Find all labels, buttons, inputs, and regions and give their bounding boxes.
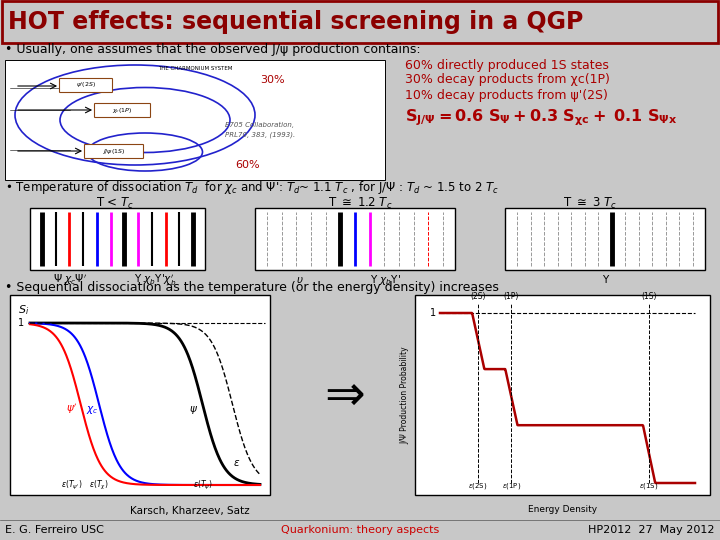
Text: (1S): (1S) — [642, 292, 657, 301]
Bar — [505, 208, 705, 270]
Text: $\upsilon$: $\upsilon$ — [296, 275, 304, 285]
Text: Y $\chi_b$Y': Y $\chi_b$Y' — [369, 273, 400, 287]
Text: T $\cong$ 1.2 $T_c$: T $\cong$ 1.2 $T_c$ — [328, 195, 392, 211]
Bar — [10, 295, 270, 495]
Text: $\Rightarrow$: $\Rightarrow$ — [315, 371, 365, 419]
Text: $\varepsilon(T_{\chi})$: $\varepsilon(T_{\chi})$ — [89, 479, 109, 492]
Text: E. G. Ferreiro USC: E. G. Ferreiro USC — [5, 525, 104, 535]
Text: (1P): (1P) — [504, 292, 519, 301]
Bar — [415, 295, 710, 495]
Text: $\varepsilon$(2S): $\varepsilon$(2S) — [469, 481, 488, 491]
Text: $\mathbf{S_{J/\Psi}= 0.6\ S_\Psi+0.3\ S_{\chi c}+\ 0.1\ S_{\Psi x}}$: $\mathbf{S_{J/\Psi}= 0.6\ S_\Psi+0.3\ S_… — [405, 107, 678, 129]
Bar — [2, 1, 718, 43]
Text: HOT effects: sequential screening in a QGP: HOT effects: sequential screening in a Q… — [8, 10, 583, 34]
Text: Energy Density: Energy Density — [528, 504, 597, 514]
Text: THE CHARMONIUM SYSTEM: THE CHARMONIUM SYSTEM — [158, 65, 232, 71]
FancyBboxPatch shape — [60, 78, 112, 92]
Text: 30% decay products from χc(1P): 30% decay products from χc(1P) — [405, 73, 610, 86]
Text: $\varepsilon(T_{\psi})$: $\varepsilon(T_{\psi})$ — [192, 479, 212, 492]
Text: 60% directly produced 1S states: 60% directly produced 1S states — [405, 58, 609, 71]
Text: 60%: 60% — [235, 160, 260, 170]
Text: T $\cong$ 3 $T_c$: T $\cong$ 3 $T_c$ — [563, 195, 617, 211]
Text: HP2012  27  May 2012: HP2012 27 May 2012 — [588, 525, 715, 535]
Text: $J/\psi(1S)$: $J/\psi(1S)$ — [102, 147, 126, 156]
Text: Y: Y — [602, 275, 608, 285]
Text: $\varepsilon$: $\varepsilon$ — [233, 457, 240, 468]
Text: Quarkonium: theory aspects: Quarkonium: theory aspects — [281, 525, 439, 535]
Text: • Usually, one assumes that the observed J/ψ production contains:: • Usually, one assumes that the observed… — [5, 44, 420, 57]
Text: $\chi_c$: $\chi_c$ — [86, 404, 99, 416]
Text: $\varepsilon$(1P): $\varepsilon$(1P) — [502, 481, 521, 491]
Text: • Temperature of dissociation $T_d$  for $\chi_c$ and $\Psi$': $T_d$~ 1.1 $T_c$ : • Temperature of dissociation $T_d$ for … — [5, 179, 499, 197]
Text: $\Psi\ \chi_c\Psi'$: $\Psi\ \chi_c\Psi'$ — [53, 273, 87, 287]
Bar — [30, 208, 205, 270]
Text: 1: 1 — [18, 318, 24, 328]
Bar — [5, 60, 385, 180]
FancyBboxPatch shape — [84, 145, 143, 159]
Text: T < $T_c$: T < $T_c$ — [96, 195, 134, 211]
Text: 1: 1 — [430, 308, 436, 318]
Text: $\psi'$: $\psi'$ — [66, 402, 77, 416]
Text: $\varepsilon$(1S): $\varepsilon$(1S) — [639, 481, 659, 491]
Text: PRL70, 383, (1993).: PRL70, 383, (1993). — [225, 132, 295, 138]
Text: $\chi_c(1P)$: $\chi_c(1P)$ — [112, 106, 132, 115]
Text: $S_i$: $S_i$ — [18, 303, 30, 317]
Text: J/Ψ Production Probability: J/Ψ Production Probability — [400, 346, 410, 444]
Text: Y $\chi_b$Y'$\chi_b'$: Y $\chi_b$Y'$\chi_b'$ — [134, 272, 176, 288]
Text: $\varepsilon(T_{\psi'})$: $\varepsilon(T_{\psi'})$ — [60, 479, 82, 492]
Text: 10% decay products from ψ'(2S): 10% decay products from ψ'(2S) — [405, 89, 608, 102]
Text: Karsch, Kharzeev, Satz: Karsch, Kharzeev, Satz — [130, 506, 250, 516]
FancyBboxPatch shape — [94, 104, 150, 118]
Text: • Sequential dissociation as the temperature (or the energy density) increases: • Sequential dissociation as the tempera… — [5, 281, 499, 294]
Text: $\psi'(2S)$: $\psi'(2S)$ — [76, 80, 96, 90]
Text: (2S): (2S) — [470, 292, 486, 301]
Text: $\psi$: $\psi$ — [189, 404, 198, 416]
Bar — [255, 208, 455, 270]
Text: E705 Collaboration,: E705 Collaboration, — [225, 122, 294, 128]
Text: 30%: 30% — [260, 75, 284, 85]
